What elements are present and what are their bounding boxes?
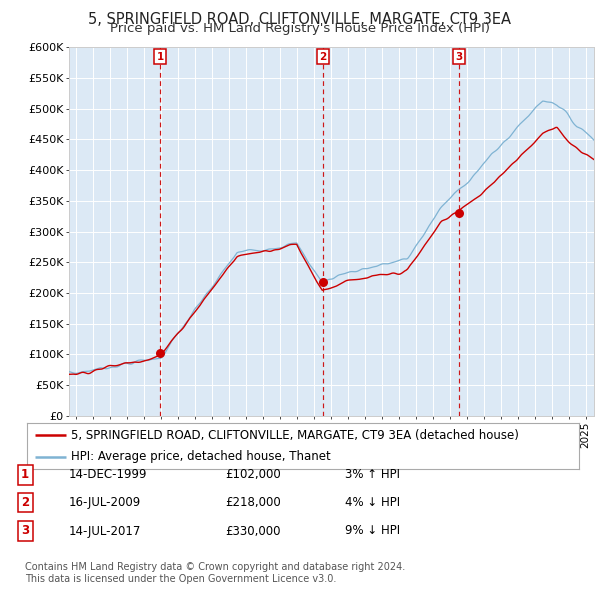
Text: 2: 2 xyxy=(21,496,29,509)
Text: 16-JUL-2009: 16-JUL-2009 xyxy=(69,496,141,509)
Text: HPI: Average price, detached house, Thanet: HPI: Average price, detached house, Than… xyxy=(71,450,331,463)
Text: 9% ↓ HPI: 9% ↓ HPI xyxy=(345,525,400,537)
Text: 1: 1 xyxy=(157,51,164,61)
Text: 5, SPRINGFIELD ROAD, CLIFTONVILLE, MARGATE, CT9 3EA (detached house): 5, SPRINGFIELD ROAD, CLIFTONVILLE, MARGA… xyxy=(71,429,519,442)
Text: 4% ↓ HPI: 4% ↓ HPI xyxy=(345,496,400,509)
Text: Price paid vs. HM Land Registry's House Price Index (HPI): Price paid vs. HM Land Registry's House … xyxy=(110,22,490,35)
Text: 3: 3 xyxy=(455,51,463,61)
Text: 2: 2 xyxy=(319,51,326,61)
Text: £218,000: £218,000 xyxy=(225,496,281,509)
Text: 5, SPRINGFIELD ROAD, CLIFTONVILLE, MARGATE, CT9 3EA: 5, SPRINGFIELD ROAD, CLIFTONVILLE, MARGA… xyxy=(89,12,511,27)
Text: 14-JUL-2017: 14-JUL-2017 xyxy=(69,525,142,537)
Text: Contains HM Land Registry data © Crown copyright and database right 2024.
This d: Contains HM Land Registry data © Crown c… xyxy=(25,562,406,584)
Text: 3% ↑ HPI: 3% ↑ HPI xyxy=(345,468,400,481)
Text: 3: 3 xyxy=(21,525,29,537)
Text: 14-DEC-1999: 14-DEC-1999 xyxy=(69,468,148,481)
Text: £102,000: £102,000 xyxy=(225,468,281,481)
Text: 1: 1 xyxy=(21,468,29,481)
Text: £330,000: £330,000 xyxy=(225,525,281,537)
